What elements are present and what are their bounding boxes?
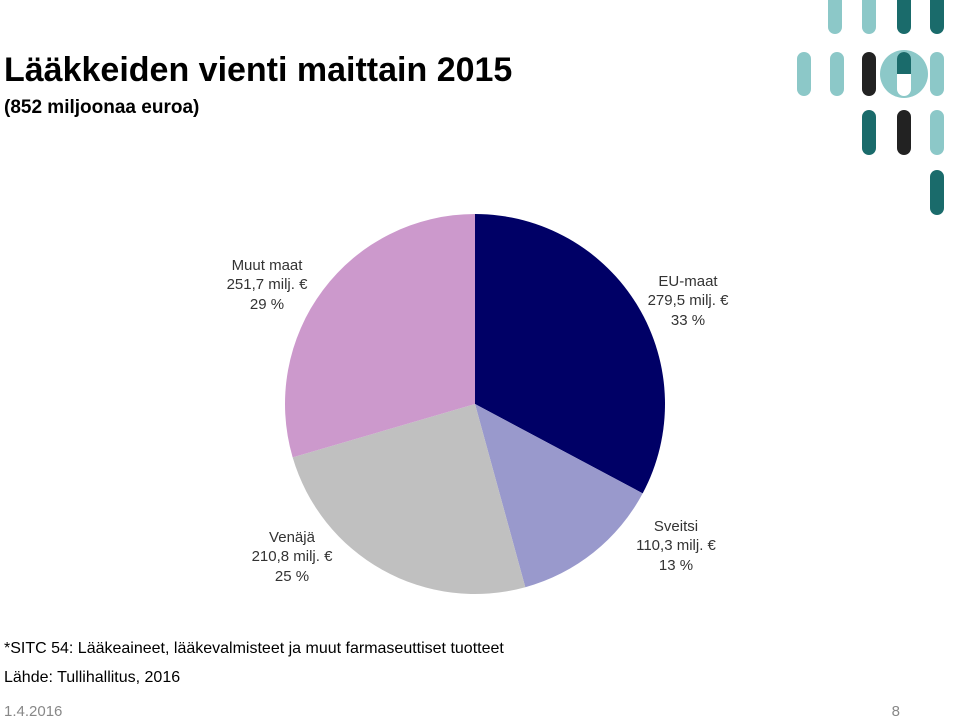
pie-slice bbox=[475, 404, 643, 588]
slice-percentage: 25 % bbox=[275, 568, 309, 585]
slice-value: 210,8 milj. € bbox=[252, 548, 334, 565]
pill-half bbox=[897, 52, 911, 74]
pill bbox=[828, 0, 842, 34]
pill bbox=[930, 0, 944, 34]
pie-slice bbox=[475, 214, 665, 494]
decoration bbox=[797, 0, 944, 215]
pill bbox=[897, 0, 911, 34]
page-number: 8 bbox=[892, 703, 900, 720]
slice-category: Muut maat bbox=[232, 257, 304, 274]
pill bbox=[862, 110, 876, 155]
slice-value: 279,5 milj. € bbox=[648, 292, 730, 309]
chart-title: Lääkkeiden vienti maittain 2015 bbox=[4, 51, 512, 89]
date: 1.4.2016 bbox=[4, 703, 62, 720]
slice-percentage: 33 % bbox=[671, 312, 705, 329]
pill bbox=[897, 110, 911, 155]
pie-slice bbox=[292, 404, 526, 594]
chart-subtitle: (852 miljoonaa euroa) bbox=[4, 97, 199, 118]
slice-category: Venäjä bbox=[269, 529, 316, 546]
pill bbox=[930, 170, 944, 215]
pill bbox=[862, 52, 876, 96]
slice-value: 251,7 milj. € bbox=[227, 276, 309, 293]
source: Lähde: Tullihallitus, 2016 bbox=[4, 669, 180, 686]
footnote: *SITC 54: Lääkeaineet, lääkevalmisteet j… bbox=[4, 640, 504, 657]
pill bbox=[930, 52, 944, 96]
pill bbox=[830, 52, 844, 96]
slice-value: 110,3 milj. € bbox=[636, 537, 716, 554]
pie bbox=[285, 214, 665, 594]
slice-category: EU-maat bbox=[658, 273, 718, 290]
pill bbox=[862, 0, 876, 34]
slice-percentage: 29 % bbox=[250, 296, 284, 313]
slice-category: Sveitsi bbox=[654, 518, 698, 535]
pill bbox=[930, 110, 944, 155]
pill bbox=[797, 52, 811, 96]
pie-slice bbox=[285, 214, 475, 458]
slice-percentage: 13 % bbox=[659, 557, 693, 574]
